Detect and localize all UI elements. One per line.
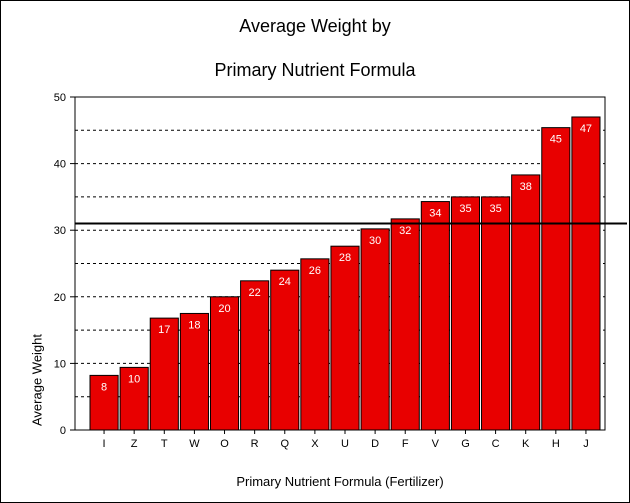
bar (450, 196, 481, 431)
x-tick-label: C (492, 438, 500, 450)
bar-value-label: 32 (399, 225, 411, 237)
bar (360, 228, 390, 431)
bar-value-label: 17 (158, 324, 170, 336)
bar-value-label: 45 (550, 134, 562, 146)
bar-value-label: 28 (339, 252, 351, 264)
y-tick-label: 40 (54, 159, 66, 171)
x-tick-label: J (583, 438, 589, 450)
bar-value-label: 38 (520, 181, 532, 193)
bar (571, 116, 601, 431)
bar (270, 269, 300, 431)
bar-value-label: 24 (279, 276, 291, 288)
y-tick-label: 0 (60, 425, 66, 437)
bar (481, 196, 511, 431)
y-tick-label: 50 (54, 92, 66, 104)
bar-value-label: 18 (188, 319, 200, 331)
bar-value-label: 30 (369, 235, 381, 247)
x-tick-label: F (402, 438, 409, 450)
x-tick-label: Q (280, 438, 289, 450)
x-tick-label: G (461, 438, 470, 450)
x-tick-label: Z (131, 438, 138, 450)
x-tick-label: O (220, 438, 229, 450)
x-tick-label: T (161, 438, 168, 450)
bar-value-label: 35 (459, 203, 471, 215)
bar (420, 201, 450, 431)
x-tick-label: W (189, 438, 200, 450)
bar-value-label: 47 (580, 123, 592, 135)
bar (541, 127, 571, 431)
x-tick-label: H (552, 438, 560, 450)
x-axis-title: Primary Nutrient Formula (Fertilizer) (236, 474, 444, 489)
bar (300, 258, 330, 431)
bar (240, 280, 270, 431)
chart-title-line-1: Average Weight by (239, 16, 391, 36)
bar-value-label: 35 (489, 203, 501, 215)
bar-value-label: 34 (429, 208, 441, 220)
y-tick-label: 20 (54, 292, 66, 304)
bar (330, 245, 360, 431)
bar (511, 174, 541, 431)
bar-value-label: 22 (249, 287, 261, 299)
x-tick-label: X (311, 438, 319, 450)
x-tick-label: K (522, 438, 530, 450)
y-axis-title: Average Weight (29, 333, 45, 427)
x-tick-label: V (432, 438, 440, 450)
x-tick-label: U (341, 438, 349, 450)
bar (149, 317, 179, 431)
bar-value-label: 8 (101, 381, 107, 393)
bar (209, 296, 240, 431)
bar (89, 374, 119, 431)
bar-value-label: 10 (128, 373, 140, 385)
bar-value-label: 26 (309, 265, 321, 277)
chart-title-line-2: Primary Nutrient Formula (214, 60, 416, 80)
bar (390, 218, 420, 431)
x-tick-label: I (103, 438, 106, 450)
bar (179, 312, 209, 431)
y-tick-label: 30 (54, 225, 66, 237)
y-tick-label: 10 (54, 358, 66, 370)
bar-value-label: 20 (218, 303, 230, 315)
x-tick-label: D (371, 438, 379, 450)
x-tick-label: R (251, 438, 259, 450)
